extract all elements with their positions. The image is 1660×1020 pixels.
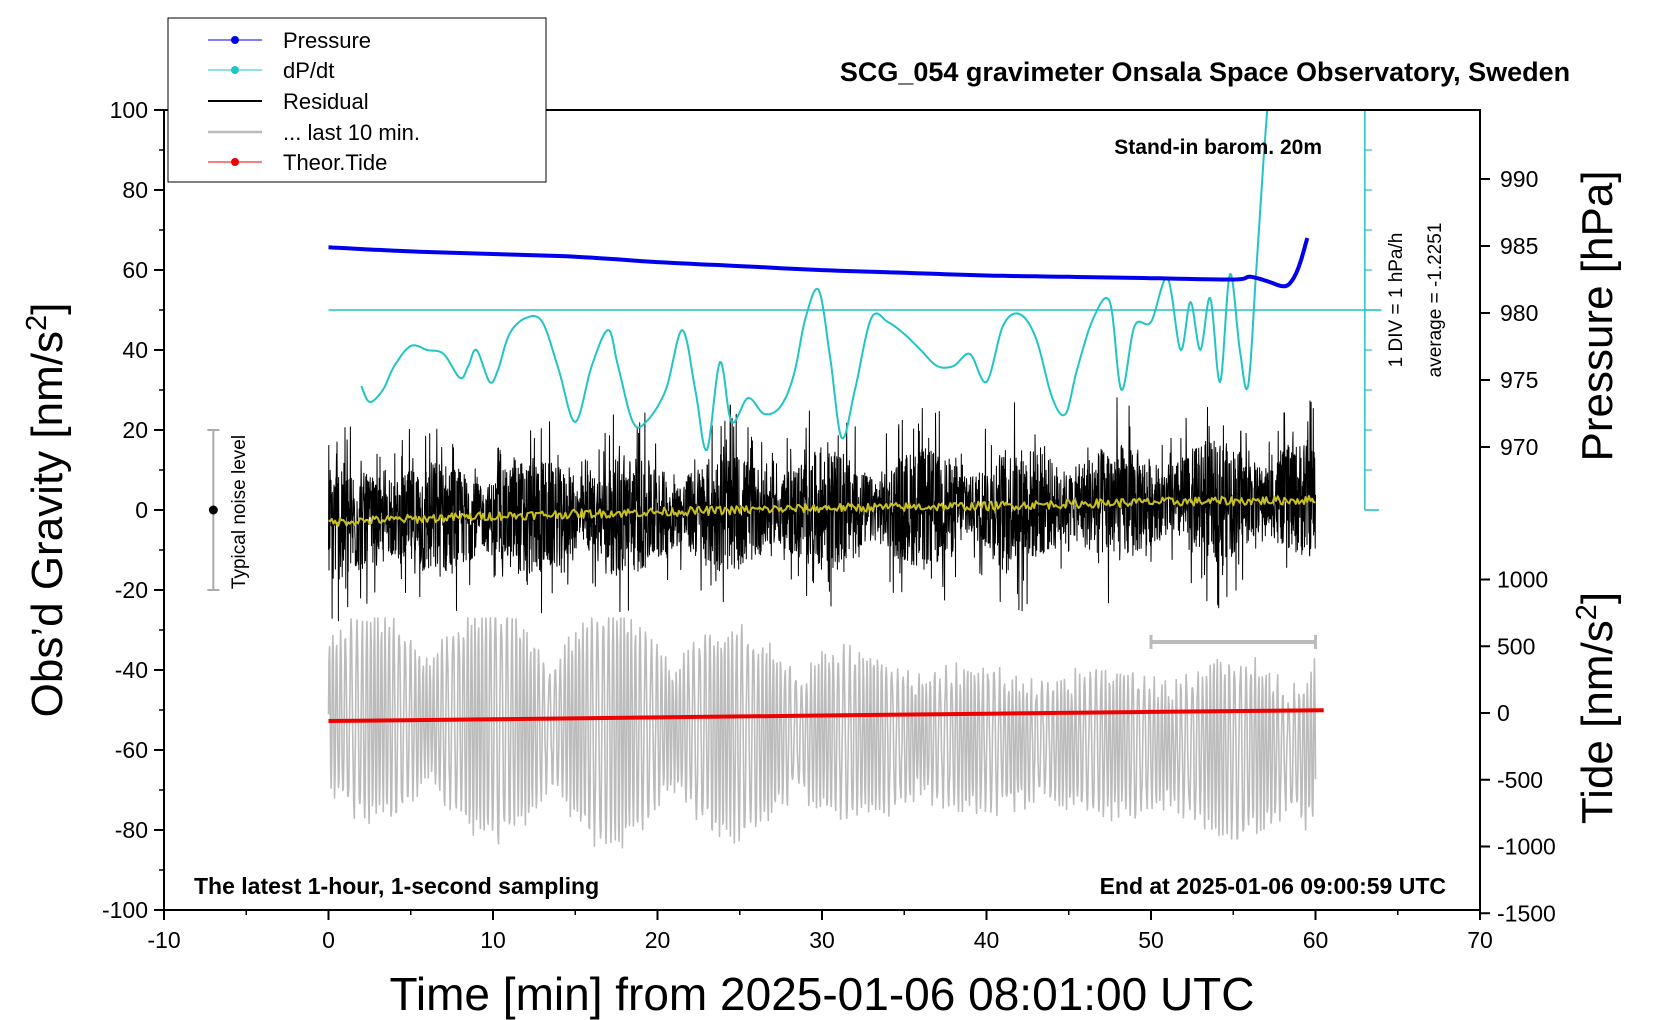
plot-area [207,109,1382,849]
axes: -10 0 10 20 30 40 50 60 70100806040200-20-40-60-… [102,97,1556,953]
noise-bar-point [208,505,218,515]
x-tick-label: 0 [322,927,335,953]
x-tick-label: 30 [809,927,835,953]
tide-tick-label: -1500 [1497,900,1556,926]
noise-level-label: Typical noise level [229,435,250,589]
y-tick-label: 0 [135,497,148,523]
y-tick-label: 80 [122,177,148,203]
y-tick-label: 20 [122,417,148,443]
legend-label-dpdt: dP/dt [283,58,334,83]
legend-label-pressure: Pressure [283,28,371,53]
y-tick-label: 60 [122,257,148,283]
x-tick-label: 60 [1303,927,1329,953]
x-tick-label: 20 [645,927,671,953]
pressure-tick-label: 980 [1500,300,1538,326]
pressure-tick-label: 990 [1500,166,1538,192]
legend-label-residual: Residual [283,89,369,114]
y-tick-label: -60 [115,737,148,763]
tide-tick-label: -1000 [1497,834,1556,860]
series-residual [328,397,1316,622]
tide-tick-label: -500 [1497,767,1543,793]
pressure-tick-label: 985 [1500,233,1538,259]
x-tick-label: 40 [974,927,1000,953]
y-tick-label: 100 [110,97,148,123]
legend-marker-tide [231,158,239,166]
series-dpdt [360,110,1269,451]
y-tick-label: -80 [115,817,148,843]
legend: Pressure dP/dt Residual ... last 10 min.… [167,17,547,183]
y-tick-label: 40 [122,337,148,363]
x-tick-label: -10 [147,927,180,953]
legend-marker-dpdt [231,66,239,74]
x-axis-label: Time [min] from 2025-01-06 08:01:00 UTC [390,968,1255,1020]
legend-label-last10: ... last 10 min. [283,120,420,145]
x-tick-label: 70 [1467,927,1493,953]
pressure-tick-label: 970 [1500,434,1538,460]
y-tick-label: -100 [102,897,148,923]
y-tick-label: -20 [115,577,148,603]
subtitle-label: Stand-in barom. 20m [1114,136,1322,159]
bottom-left-note: The latest 1-hour, 1-second sampling [194,873,599,899]
y-axis-label-pressure: Pressure [hPa] [1573,170,1622,461]
x-tick-label: 50 [1138,927,1164,953]
tide-tick-label: 500 [1497,633,1535,659]
y-tick-label: -40 [115,657,148,683]
series-tide [328,708,1324,723]
bottom-right-note: End at 2025-01-06 09:00:59 UTC [1100,873,1446,899]
legend-marker-pressure [231,36,239,44]
series-last10 [327,617,1317,849]
legend-label-tide: Theor.Tide [283,150,387,175]
y-axis-label-left: Obs’d Gravity [nm/s2] [21,303,72,718]
chart-title: SCG_054 gravimeter Onsala Space Observat… [840,57,1570,87]
series-pressure [328,237,1310,289]
tide-tick-label: 1000 [1497,567,1548,593]
dpdt-scale-label: 1 DIV = 1 hPa/h [1386,233,1407,368]
dpdt-average-label: average = -1.2251 [1425,223,1446,378]
series-running-mean [328,495,1316,527]
tide-tick-label: 0 [1497,700,1510,726]
y-axis-label-tide: Tide [nm/s2] [1571,592,1622,824]
pressure-tick-label: 975 [1500,367,1538,393]
x-tick-label: 10 [480,927,506,953]
